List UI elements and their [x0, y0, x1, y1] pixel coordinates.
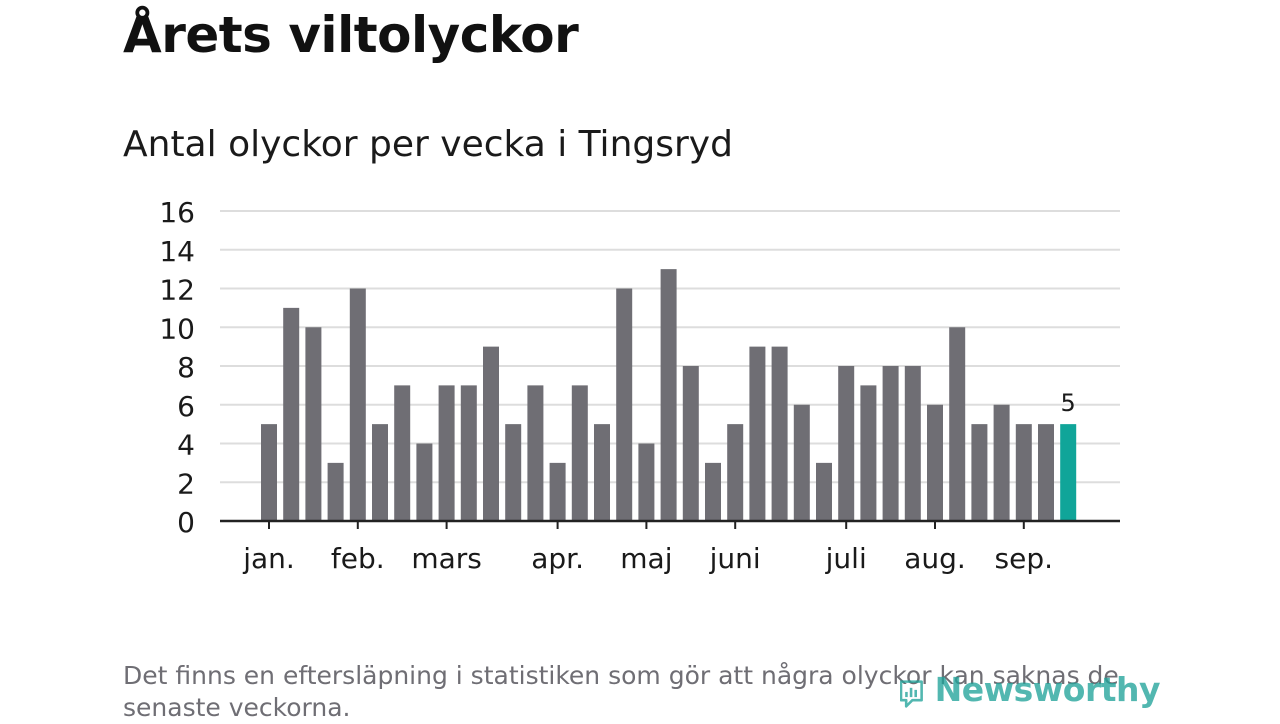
bar	[616, 288, 633, 521]
bar	[349, 288, 366, 521]
y-tick-label: 16	[159, 196, 195, 229]
x-tick-label: sep.	[995, 542, 1054, 575]
bar	[549, 462, 566, 521]
bar	[838, 366, 855, 521]
chart-title: Årets viltolyckor	[123, 6, 579, 64]
bar	[749, 346, 766, 521]
bar	[727, 424, 744, 521]
bar	[261, 424, 277, 521]
newsworthy-logo: Newsworthy	[900, 668, 1161, 720]
y-tick-label: 14	[159, 235, 195, 268]
bar	[1015, 424, 1032, 521]
bar	[682, 366, 699, 521]
bar	[660, 269, 677, 521]
y-axis-ticks: 0 2 4 6 8 10 12 14 16	[159, 196, 195, 539]
bar	[993, 404, 1010, 521]
bar	[705, 462, 721, 521]
bar	[483, 346, 499, 521]
bar	[771, 346, 788, 521]
bar	[1038, 424, 1054, 521]
y-tick-label: 8	[177, 351, 195, 384]
bar	[460, 385, 477, 521]
bar	[416, 443, 433, 521]
bar	[505, 424, 522, 521]
bar	[882, 366, 899, 521]
bar	[971, 424, 988, 521]
bar	[904, 366, 921, 521]
bar	[594, 424, 610, 521]
y-tick-label: 4	[177, 429, 195, 462]
bar	[571, 385, 588, 521]
x-tick-label: apr.	[531, 542, 584, 575]
bar	[394, 385, 411, 521]
bar	[527, 385, 544, 521]
y-tick-label: 10	[159, 312, 195, 345]
bars	[261, 269, 1077, 521]
y-tick-label: 6	[177, 390, 195, 423]
bar	[327, 462, 344, 521]
bar	[949, 327, 966, 521]
y-tick-label: 2	[177, 467, 195, 500]
x-tick-label: jan.	[242, 542, 295, 575]
newsworthy-logo-icon	[900, 680, 923, 708]
x-tick-label: aug.	[904, 542, 966, 575]
highlight-bar	[1060, 424, 1077, 521]
bar	[283, 307, 300, 521]
bar	[927, 404, 943, 521]
footnote: Det finns en eftersläpning i statistiken…	[123, 661, 1119, 722]
bar	[438, 385, 455, 521]
bar	[305, 327, 322, 521]
x-tick-label: maj	[620, 542, 672, 575]
x-tick-label: mars	[411, 542, 482, 575]
y-tick-label: 12	[159, 274, 195, 307]
bar	[816, 462, 832, 521]
bar	[860, 385, 877, 521]
chart-subtitle: Antal olyckor per vecka i Tingsryd	[123, 124, 733, 165]
bar	[638, 443, 655, 521]
x-tick-label: juni	[709, 542, 761, 575]
data-labels: 5	[1061, 389, 1076, 417]
newsworthy-logo-text: Newsworthy	[934, 670, 1161, 709]
highlight-data-label: 5	[1061, 389, 1076, 417]
bar	[372, 424, 388, 521]
y-tick-label: 0	[177, 506, 195, 539]
x-tick-label: juli	[825, 542, 867, 575]
x-axis-month-labels: jan. feb. mars apr. maj juni juli aug. sep.	[242, 521, 1053, 575]
x-tick-label: feb.	[331, 542, 385, 575]
bar	[793, 404, 810, 521]
